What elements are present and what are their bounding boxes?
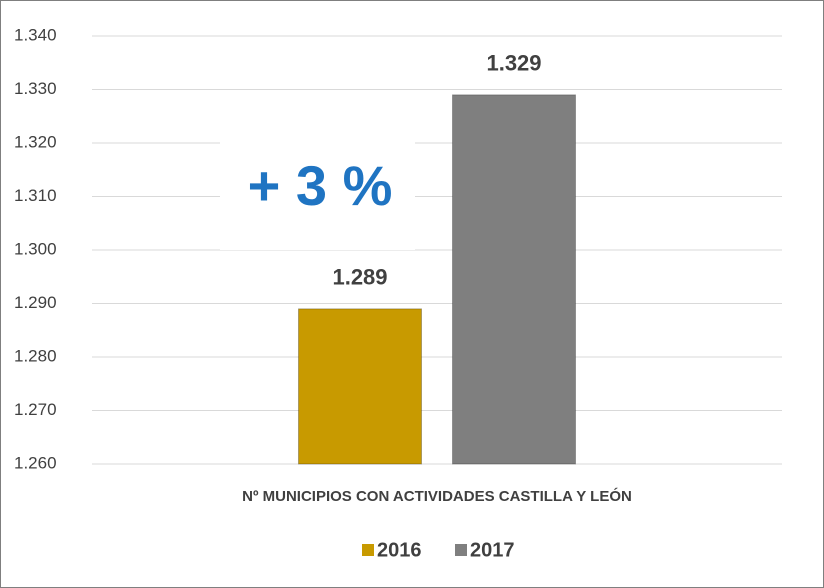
y-tick-label: 1.280: [14, 346, 57, 365]
y-tick-label: 1.260: [14, 453, 57, 472]
y-tick-label: 1.340: [14, 25, 57, 44]
x-tick-label: Nº MUNICIPIOS CON ACTIVIDADES CASTILLA Y…: [242, 487, 632, 505]
bar: [452, 94, 576, 465]
y-tick-label: 1.300: [14, 239, 57, 258]
annotation: + 3 %: [248, 154, 393, 217]
y-tick-label: 1.330: [14, 79, 57, 98]
data-label: 1.289: [332, 265, 387, 290]
legend-label: 2016: [377, 539, 422, 561]
y-tick-label: 1.320: [14, 132, 57, 151]
legend-swatch: [362, 544, 374, 556]
bar: [298, 308, 422, 465]
y-tick-label: 1.290: [14, 293, 57, 312]
y-tick-label: 1.270: [14, 400, 57, 419]
data-label: 1.329: [486, 51, 541, 76]
legend-label: 2017: [470, 539, 515, 561]
y-tick-label: 1.310: [14, 186, 57, 205]
annotation-background: [220, 130, 415, 250]
legend-swatch: [455, 544, 467, 556]
